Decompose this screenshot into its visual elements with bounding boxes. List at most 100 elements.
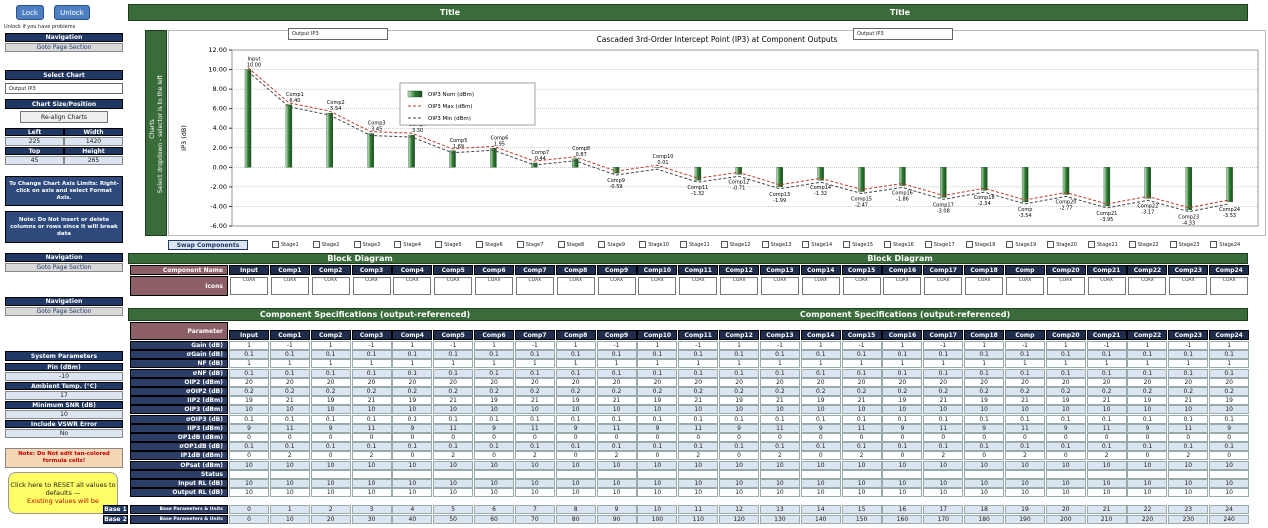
- param-value[interactable]: 10: [800, 405, 841, 415]
- param-value[interactable]: 10: [596, 405, 637, 415]
- param-value[interactable]: 0: [800, 433, 841, 442]
- param-value[interactable]: 0.1: [433, 350, 474, 360]
- param-value[interactable]: 11: [269, 423, 310, 433]
- param-value[interactable]: 0.1: [269, 368, 310, 378]
- param-value[interactable]: 0: [474, 433, 515, 442]
- base-value[interactable]: 70: [514, 515, 555, 524]
- base-value[interactable]: 160: [882, 515, 923, 524]
- base-value[interactable]: 40: [392, 515, 433, 524]
- param-value[interactable]: 10: [678, 460, 719, 470]
- stage-checkbox[interactable]: [394, 241, 402, 248]
- param-value[interactable]: 0.1: [1127, 414, 1168, 424]
- param-value[interactable]: 0.1: [1209, 442, 1250, 452]
- param-value[interactable]: 21: [596, 396, 637, 406]
- param-value[interactable]: 0.1: [841, 414, 882, 424]
- param-value[interactable]: 10: [1086, 460, 1127, 470]
- param-value[interactable]: 0.1: [964, 350, 1005, 360]
- param-value[interactable]: 11: [759, 423, 800, 433]
- param-value[interactable]: 10: [719, 488, 760, 498]
- param-value[interactable]: 10: [637, 488, 678, 498]
- param-value[interactable]: 10: [229, 460, 269, 470]
- param-value[interactable]: 20: [351, 377, 392, 387]
- param-value[interactable]: 0.2: [1209, 387, 1250, 396]
- param-value[interactable]: -1: [1168, 341, 1209, 350]
- param-value[interactable]: 21: [841, 396, 882, 406]
- param-value[interactable]: 10: [1127, 488, 1168, 498]
- param-value[interactable]: 0.2: [637, 387, 678, 396]
- param-value[interactable]: [1086, 469, 1127, 479]
- param-value[interactable]: 0.1: [1209, 368, 1250, 378]
- param-value[interactable]: 0: [1045, 433, 1086, 442]
- param-value[interactable]: 20: [1045, 377, 1086, 387]
- param-value[interactable]: 2: [514, 451, 555, 461]
- stage-checkbox[interactable]: [802, 241, 810, 248]
- param-value[interactable]: 10: [637, 405, 678, 415]
- base-value[interactable]: 240: [1209, 515, 1250, 524]
- param-value[interactable]: 20: [1127, 377, 1168, 387]
- param-value[interactable]: 1: [719, 341, 760, 350]
- component-icon[interactable]: COAX: [1210, 277, 1249, 295]
- param-value[interactable]: 2: [678, 451, 719, 461]
- param-value[interactable]: 10: [678, 405, 719, 415]
- base-value[interactable]: 120: [719, 515, 760, 524]
- param-value[interactable]: [719, 469, 760, 479]
- param-value[interactable]: 0.2: [392, 387, 433, 396]
- param-value[interactable]: 0.1: [882, 414, 923, 424]
- param-value[interactable]: 10: [474, 460, 515, 470]
- param-value[interactable]: 20: [269, 377, 310, 387]
- param-value[interactable]: 0.1: [229, 442, 269, 452]
- param-value[interactable]: [229, 469, 269, 479]
- param-value[interactable]: 9: [719, 423, 760, 433]
- param-value[interactable]: 10: [229, 479, 269, 488]
- param-value[interactable]: 10: [474, 479, 515, 488]
- param-value[interactable]: 10: [555, 479, 596, 488]
- base-value[interactable]: 24: [1209, 505, 1250, 514]
- param-value[interactable]: 0.2: [229, 387, 269, 396]
- base-value[interactable]: 10: [269, 515, 310, 524]
- param-value[interactable]: 10: [923, 405, 964, 415]
- param-value[interactable]: 0.2: [759, 387, 800, 396]
- param-value[interactable]: 11: [923, 423, 964, 433]
- param-value[interactable]: 0.1: [637, 442, 678, 452]
- param-value[interactable]: 20: [678, 377, 719, 387]
- param-value[interactable]: 10: [596, 460, 637, 470]
- param-value[interactable]: 10: [759, 460, 800, 470]
- param-value[interactable]: 11: [678, 423, 719, 433]
- param-value[interactable]: 0.1: [474, 414, 515, 424]
- param-value[interactable]: 0.1: [719, 368, 760, 378]
- param-value[interactable]: 10: [269, 460, 310, 470]
- param-value[interactable]: 0: [841, 433, 882, 442]
- param-value[interactable]: [474, 469, 515, 479]
- base-value[interactable]: 60: [474, 515, 515, 524]
- param-value[interactable]: 0: [1209, 433, 1250, 442]
- field-value[interactable]: 45: [5, 156, 64, 165]
- param-value[interactable]: 0.1: [759, 350, 800, 360]
- param-value[interactable]: 0.1: [882, 442, 923, 452]
- param-value[interactable]: 21: [1168, 396, 1209, 406]
- param-value[interactable]: 10: [1168, 460, 1209, 470]
- base-value[interactable]: 2: [310, 505, 351, 514]
- param-value[interactable]: 1: [637, 359, 678, 369]
- param-value[interactable]: 10: [310, 479, 351, 488]
- base-value[interactable]: 3: [351, 505, 392, 514]
- param-value[interactable]: 9: [964, 423, 1005, 433]
- param-value[interactable]: 11: [1004, 423, 1045, 433]
- param-value[interactable]: 1: [1086, 359, 1127, 369]
- param-value[interactable]: 0.1: [637, 368, 678, 378]
- param-value[interactable]: 0.1: [719, 442, 760, 452]
- param-value[interactable]: 0.1: [637, 414, 678, 424]
- base-value[interactable]: 5: [433, 505, 474, 514]
- param-value[interactable]: 21: [1004, 396, 1045, 406]
- param-value[interactable]: 1: [800, 341, 841, 350]
- param-value[interactable]: 10: [1045, 405, 1086, 415]
- param-value[interactable]: 10: [964, 479, 1005, 488]
- param-value[interactable]: 0: [882, 451, 923, 461]
- param-value[interactable]: 0.1: [1168, 414, 1209, 424]
- stage-checkbox[interactable]: [965, 241, 973, 248]
- param-value[interactable]: 20: [1168, 377, 1209, 387]
- param-value[interactable]: 10: [1168, 405, 1209, 415]
- component-icon[interactable]: COAX: [475, 277, 514, 295]
- base-value[interactable]: 17: [923, 505, 964, 514]
- param-value[interactable]: 1: [392, 359, 433, 369]
- param-value[interactable]: 20: [392, 377, 433, 387]
